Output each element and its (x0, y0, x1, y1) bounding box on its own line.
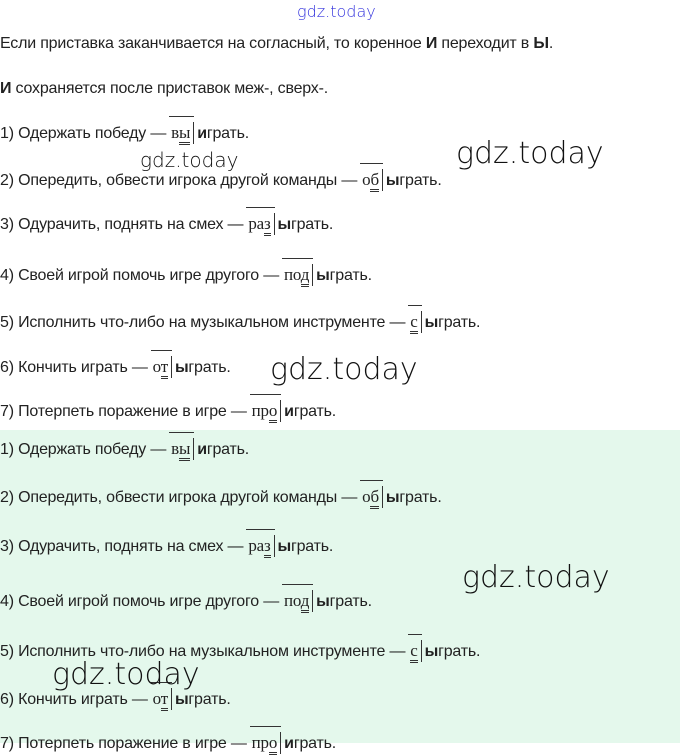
item-text: 2) Опередить, обвести игрока другой кома… (0, 172, 358, 189)
prefix: вы (169, 432, 195, 461)
item-text: 3) Одурачить, поднять на смех — (0, 216, 244, 233)
item-text: 2) Опередить, обвести игрока другой кома… (0, 489, 358, 506)
watermark: gdz.today (270, 352, 418, 387)
root-vowel: и (284, 403, 294, 420)
exercise-item: 7) Потерпеть поражение в игре — про играть… (0, 726, 337, 755)
exercise-item: 6) Кончить играть — от ыграть. (0, 682, 231, 711)
prefix: под (282, 584, 314, 613)
root-vowel: ы (277, 216, 292, 233)
prefix: с (408, 634, 422, 663)
prefix: об (360, 163, 383, 192)
root-vowel: ы (277, 538, 292, 555)
exercise-item: 1) Одержать победу — вы играть. (0, 116, 250, 145)
root-vowel: ы (174, 691, 189, 708)
prefix: раз (246, 529, 275, 558)
word-rest: грать. (293, 403, 337, 420)
item-text: 1) Одержать победу — (0, 125, 167, 142)
word-rest: грать. (399, 489, 442, 506)
root-vowel: ы (316, 267, 330, 284)
root-vowel: ы (316, 593, 330, 610)
root-vowel: ы (174, 359, 189, 376)
exercise-item: 3) Одурачить, поднять на смех — раз ыграть… (0, 529, 334, 558)
root-vowel: ы (385, 172, 400, 189)
word-rest: грать. (399, 172, 442, 189)
item-text: 7) Потерпеть поражение в игре — (0, 735, 247, 752)
watermark: gdz.today (52, 657, 200, 692)
prefix: об (360, 480, 383, 509)
watermark: gdz.today (456, 136, 604, 171)
exercise-item: 5) Исполнить что-либо на музыкальном инс… (0, 634, 481, 663)
word-rest: грать. (206, 441, 250, 458)
prefix: с (408, 305, 422, 334)
exercise-item: 4) Своей игрой помочь игре другого — под ы… (0, 258, 372, 287)
rule-line-1: Если приставка заканчивается на согласны… (0, 35, 554, 52)
prefix: вы (169, 116, 195, 145)
word-rest: грать. (329, 593, 372, 610)
prefix: про (249, 394, 282, 423)
prefix: про (249, 726, 282, 755)
word-rest: грать. (188, 691, 231, 708)
word-rest: грать. (188, 359, 231, 376)
exercise-item: 2) Опередить, обвести игрока другой кома… (0, 480, 442, 509)
exercise-item: 1) Одержать победу — вы играть. (0, 432, 250, 461)
prefix: под (282, 258, 314, 287)
rule-line-2: И сохраняется после приставок меж-, свер… (0, 80, 328, 97)
word-rest: грать. (438, 314, 481, 331)
watermark: gdz.today (140, 148, 239, 172)
exercise-item: 4) Своей игрой помочь игре другого — под ы… (0, 584, 372, 613)
root-vowel: и (197, 125, 207, 142)
answer-background (0, 430, 680, 743)
prefix: от (150, 682, 173, 711)
item-text: 5) Исполнить что-либо на музыкальном инс… (0, 643, 406, 660)
root-vowel: ы (385, 489, 400, 506)
prefix: от (150, 350, 173, 379)
root-vowel: ы (424, 314, 439, 331)
watermark: gdz.today (462, 560, 610, 595)
word-rest: грать. (206, 125, 250, 142)
exercise-item: 6) Кончить играть — от ыграть. (0, 350, 231, 379)
exercise-item: 5) Исполнить что-либо на музыкальном инс… (0, 305, 481, 334)
prefix: раз (246, 207, 275, 236)
exercise-item: 3) Одурачить, поднять на смех — раз ыграть… (0, 207, 334, 236)
item-text: 3) Одурачить, поднять на смех — (0, 538, 244, 555)
exercise-item: 2) Опередить, обвести игрока другой кома… (0, 163, 442, 192)
root-vowel: и (197, 441, 207, 458)
item-text: 4) Своей игрой помочь игре другого — (0, 593, 279, 610)
item-text: 6) Кончить играть — (0, 359, 148, 376)
item-text: 4) Своей игрой помочь игре другого — (0, 267, 279, 284)
item-text: 7) Потерпеть поражение в игре — (0, 403, 247, 420)
exercise-item: 7) Потерпеть поражение в игре — про играть… (0, 394, 337, 423)
word-rest: грать. (293, 735, 337, 752)
item-text: 5) Исполнить что-либо на музыкальном инс… (0, 314, 406, 331)
word-rest: грать. (438, 643, 481, 660)
item-text: 1) Одержать победу — (0, 441, 167, 458)
word-rest: грать. (290, 216, 334, 233)
root-vowel: и (284, 735, 294, 752)
word-rest: грать. (329, 267, 372, 284)
watermark: gdz.today (297, 2, 376, 21)
word-rest: грать. (290, 538, 334, 555)
item-text: 6) Кончить играть — (0, 691, 148, 708)
root-vowel: ы (424, 643, 439, 660)
